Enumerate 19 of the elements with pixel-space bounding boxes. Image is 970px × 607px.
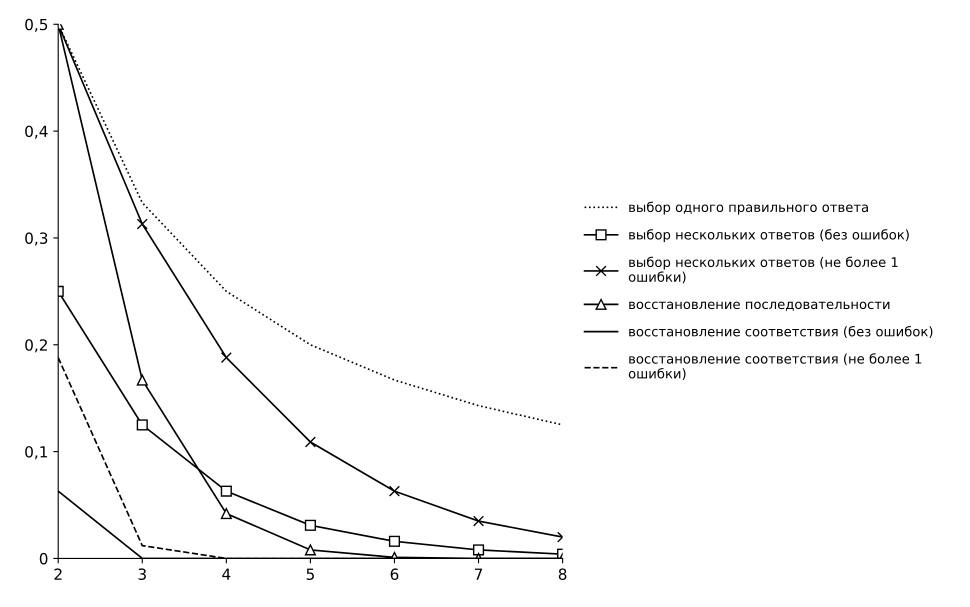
x-tick-label: 8 [558, 568, 566, 580]
legend-label: выбор нескольких ответов (не более 1 ошибки) [628, 256, 898, 284]
x-tick-label: 5 [306, 568, 314, 580]
y-tick-label: 0,1 [25, 446, 48, 460]
x-tick-label: 4 [222, 568, 230, 580]
x-tick-label: 3 [138, 568, 146, 580]
x-tick-label: 7 [474, 568, 482, 580]
x-tick-label: 6 [390, 568, 398, 580]
legend-label: выбор нескольких ответов (без ошибок) [629, 229, 909, 242]
y-tick-label: 0,2 [25, 339, 47, 352]
legend-label: восстановление соответствия (не более 1 ошибки) [628, 353, 922, 380]
y-tick-label: 0 [40, 552, 48, 564]
y-tick-label: 0,3 [25, 232, 48, 246]
legend-label: выбор одного правильного ответа [629, 202, 868, 215]
x-tick-label: 2 [54, 568, 62, 580]
y-tick-label: 0,4 [25, 126, 48, 139]
legend-label: восстановление последовательности [629, 302, 890, 311]
legend-label: восстановление соответствия (без ошибок) [629, 326, 932, 338]
y-tick-label: 0,5 [25, 18, 48, 32]
